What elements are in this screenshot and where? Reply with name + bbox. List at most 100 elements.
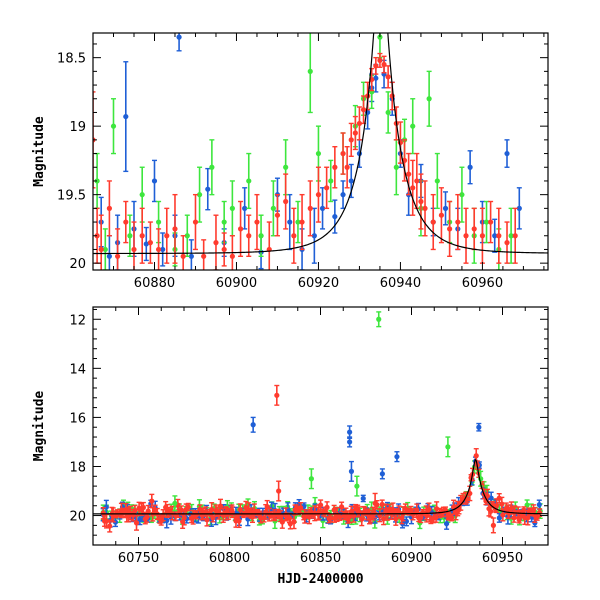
zoom-red-point <box>254 193 260 251</box>
full-y-tick-label: 18 <box>69 460 86 475</box>
zoom-green-point <box>102 228 108 270</box>
zoom-red-point <box>488 200 494 244</box>
zoom-red-point <box>123 200 129 244</box>
zoom-red-point <box>180 235 186 270</box>
zoom-red-point <box>114 228 121 270</box>
full-red-point <box>324 501 330 514</box>
zoom-red-point <box>332 146 338 189</box>
full-y-tick-label: 20 <box>69 510 86 525</box>
zoom-blue-point <box>516 187 522 230</box>
zoom-red-point <box>340 132 346 175</box>
zoom-red-point <box>471 207 477 251</box>
zoom-green-point <box>328 159 334 203</box>
zoom-green-point <box>410 98 416 155</box>
full-red-point <box>233 514 239 522</box>
zoom-red-point <box>315 166 322 223</box>
zoom-red-point <box>291 207 297 264</box>
full-outlier-point <box>376 311 382 328</box>
zoom-red-point <box>352 115 358 151</box>
zoom-blue-point <box>176 33 182 52</box>
zoom-green-point <box>307 33 313 114</box>
zoom-blue-point <box>311 207 317 264</box>
zoom-red-point <box>324 166 330 210</box>
full-outlier-point <box>354 475 360 497</box>
zoom-red-point <box>385 65 391 89</box>
full-red-point <box>145 504 151 518</box>
zoom-green-point <box>127 214 133 258</box>
zoom-green-point <box>295 200 301 244</box>
zoom-blue-point <box>188 239 194 270</box>
full-red-point <box>287 518 293 530</box>
zoom-blue-point <box>205 167 211 211</box>
zoom-plot-area <box>93 33 548 270</box>
zoom-red-point <box>377 52 383 68</box>
zoom-red-point <box>414 152 420 210</box>
full-outlier-point <box>172 495 178 512</box>
zoom-red-point <box>221 232 227 267</box>
zoom-red-point <box>192 193 199 251</box>
zoom-y-tick-label: 20 <box>69 257 86 272</box>
full-outlier-point <box>308 468 314 490</box>
full-red-point <box>379 499 385 510</box>
zoom-x-tick-label: 60940 <box>380 276 421 291</box>
full-red-point <box>339 501 345 513</box>
full-outlier-point <box>274 384 280 406</box>
zoom-red-point <box>246 214 252 258</box>
full-x-tick-label: 60800 <box>209 551 250 566</box>
zoom-green-point <box>229 180 235 237</box>
full-outlier-point <box>347 425 353 439</box>
zoom-red-point <box>213 214 219 270</box>
zoom-red-point <box>348 122 354 157</box>
full-outlier-point <box>348 460 355 482</box>
zoom-green-point <box>385 91 391 134</box>
zoom-red-point <box>307 180 313 237</box>
zoom-red-point <box>274 193 281 237</box>
zoom-red-point <box>410 159 416 216</box>
zoom-red-point <box>504 221 510 264</box>
full-y-tick-label: 12 <box>69 313 86 328</box>
full-red-point <box>185 502 191 512</box>
zoom-red-point <box>229 235 235 270</box>
zoom-red-point <box>155 228 162 270</box>
zoom-x-tick-label: 60960 <box>462 276 503 291</box>
zoom-green-point <box>258 214 264 258</box>
zoom-red-point <box>463 207 469 264</box>
zoom-light-curve-panel: 60880 60900 60920 60940 60960 18.5 19 19.5 20 Mag… <box>32 32 549 291</box>
full-red-point <box>318 499 324 511</box>
zoom-blue-point <box>160 232 166 267</box>
full-red-point <box>217 498 224 514</box>
zoom-green-point <box>270 180 276 237</box>
zoom-red-point <box>512 207 518 264</box>
zoom-blue-point <box>151 159 158 203</box>
zoom-red-point <box>172 193 178 264</box>
zoom-red-point <box>299 193 305 251</box>
zoom-blue-point <box>442 191 449 226</box>
zoom-red-point <box>438 187 445 244</box>
full-red-point <box>225 507 231 520</box>
zoom-red-point <box>381 55 387 74</box>
full-x-tick-label: 60900 <box>391 551 432 566</box>
zoom-red-point <box>373 56 379 75</box>
full-red-point <box>133 514 140 531</box>
zoom-red-point <box>422 180 428 237</box>
zoom-blue-point <box>467 150 473 185</box>
zoom-green-point <box>459 166 465 223</box>
zoom-green-point <box>110 98 117 155</box>
zoom-red-point <box>344 146 350 189</box>
full-outlier-point <box>276 480 282 502</box>
full-y-tick-label: 16 <box>69 411 86 426</box>
full-outlier-point <box>394 451 400 463</box>
full-red-point <box>298 501 304 514</box>
zoom-green-point <box>393 139 399 196</box>
zoom-red-point <box>455 193 461 251</box>
full-outlier-point <box>445 436 451 458</box>
zoom-red-point <box>430 193 436 251</box>
zoom-red-point <box>447 200 453 258</box>
zoom-red-point <box>201 239 207 270</box>
zoom-red-point <box>266 221 272 270</box>
zoom-green-point <box>246 152 252 210</box>
zoom-red-point <box>139 207 145 264</box>
full-red-point <box>154 507 160 521</box>
zoom-green-point <box>377 33 383 59</box>
